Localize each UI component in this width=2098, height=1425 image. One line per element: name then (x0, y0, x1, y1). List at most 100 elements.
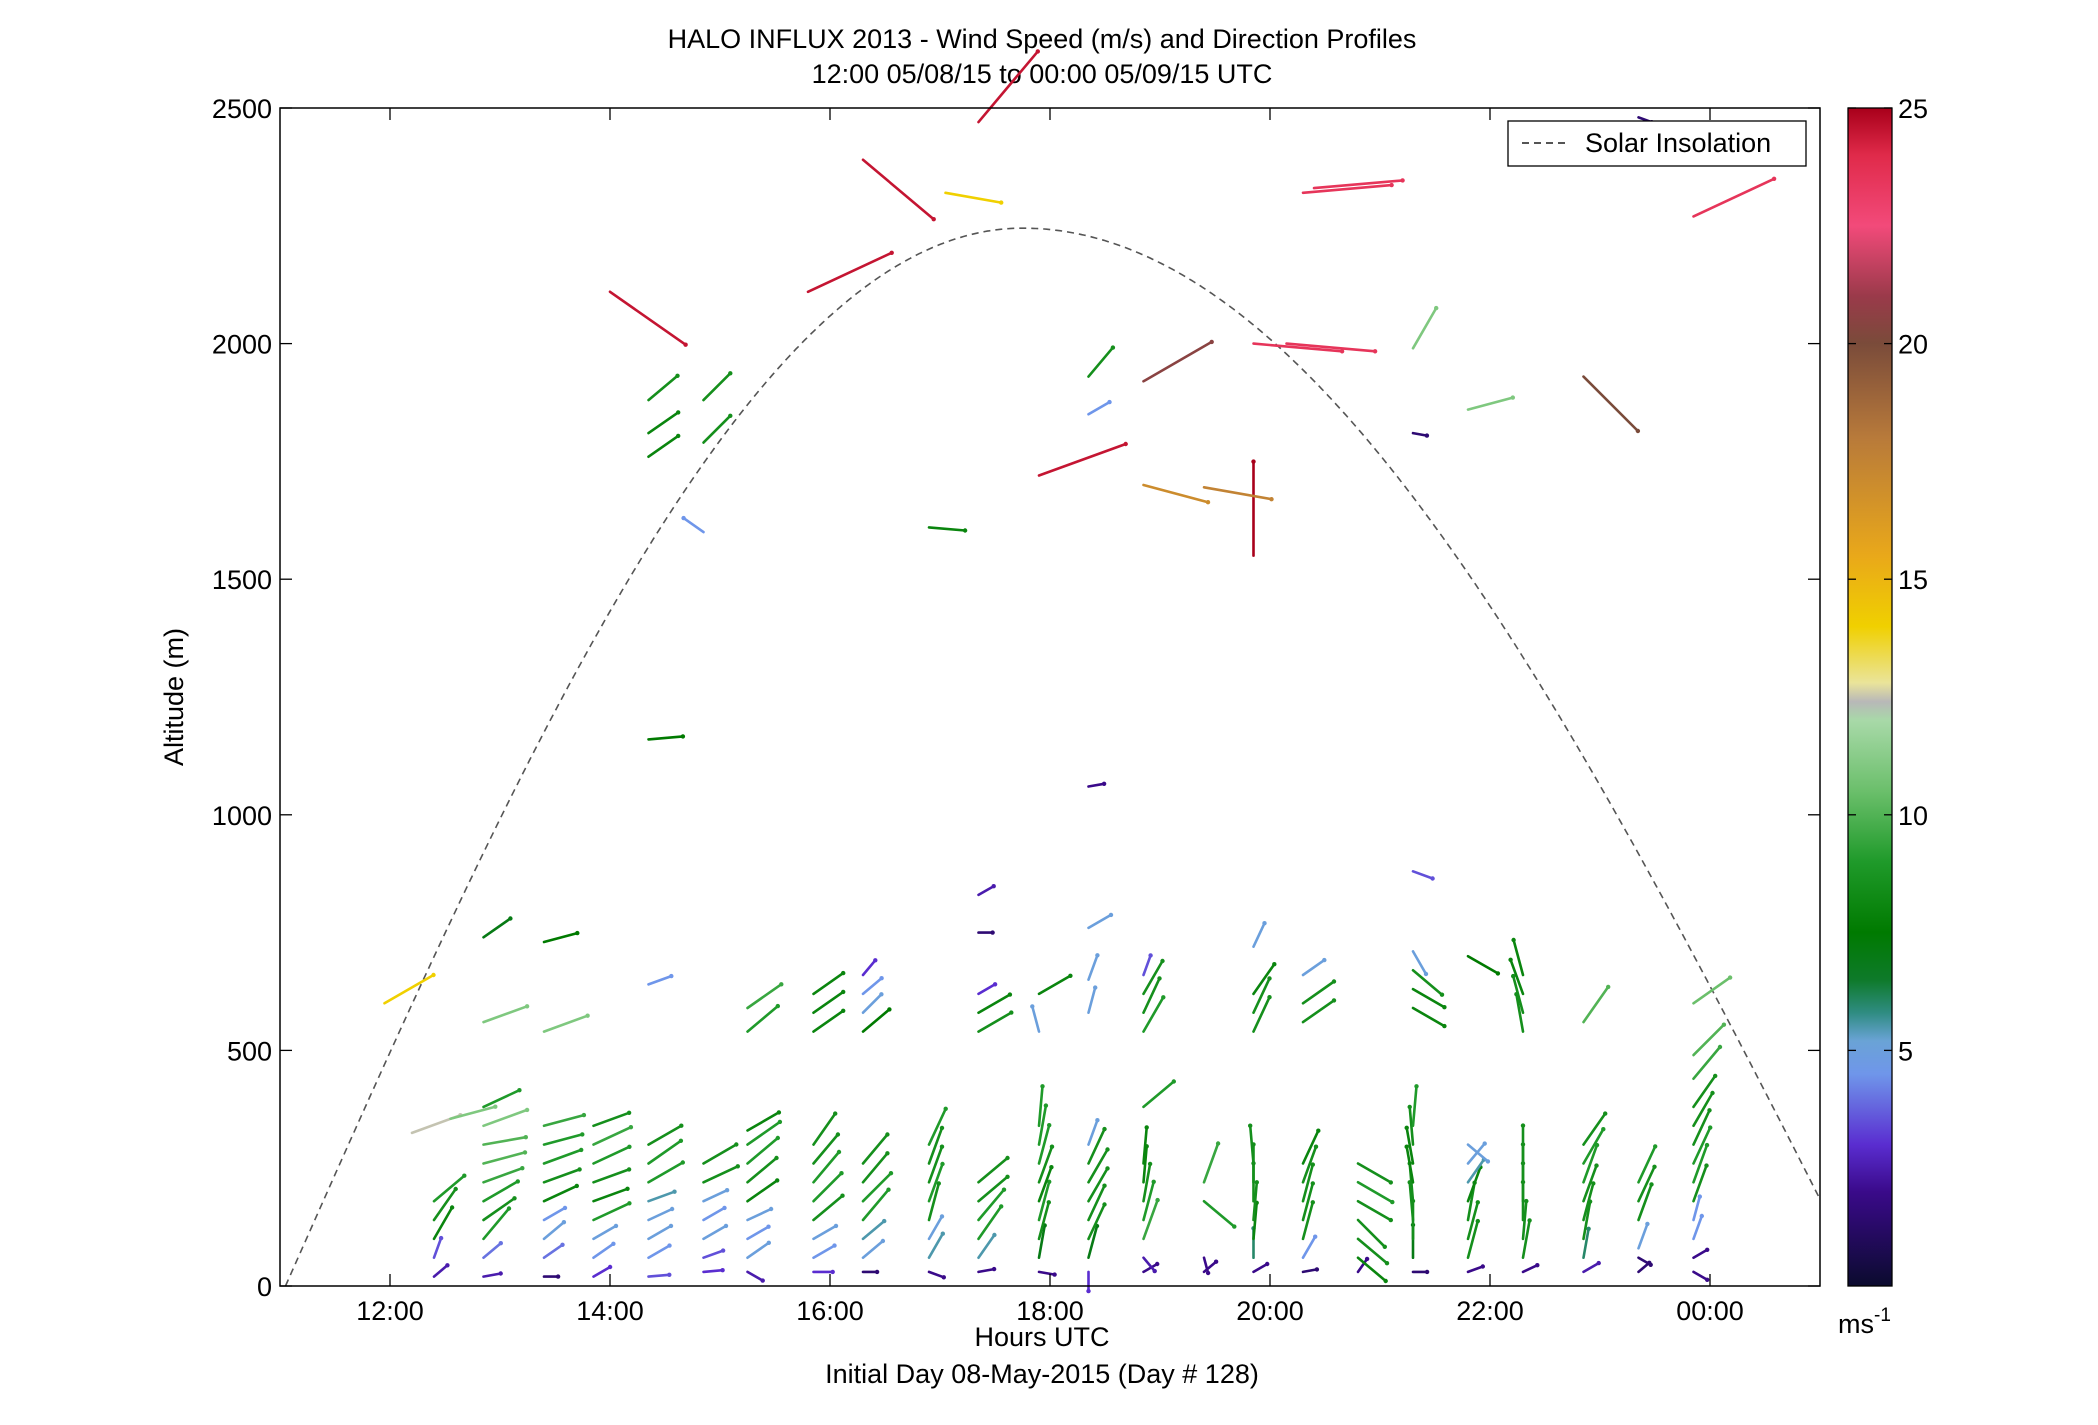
wind-vector (927, 1126, 944, 1165)
wind-vector (1521, 1219, 1531, 1259)
wind-vector (977, 982, 997, 996)
wind-vector (806, 251, 894, 294)
wind-vector (1466, 396, 1515, 411)
wind-vector (647, 1207, 674, 1222)
wind-vector-head (438, 1235, 444, 1241)
wind-vector-head (668, 1223, 674, 1229)
wind-vector (1252, 977, 1271, 1015)
wind-vector (746, 1120, 782, 1146)
wind-vector-head (683, 342, 688, 347)
wind-vector-head (680, 734, 686, 739)
wind-vector (746, 1207, 773, 1222)
wind-vector (1411, 431, 1429, 437)
wind-vector (927, 1270, 946, 1279)
wind-vector (542, 1113, 586, 1128)
wind-vector (647, 434, 680, 459)
wind-vector-head (1404, 1144, 1409, 1149)
wind-vector-head (1389, 182, 1394, 188)
wind-vector (812, 1112, 837, 1146)
wind-vector-head (562, 1205, 568, 1211)
wind-vector-head (681, 515, 686, 521)
wind-vector (1142, 483, 1210, 504)
wind-vector (432, 1206, 454, 1241)
colorbar-tick-label: 15 (1898, 565, 1928, 595)
wind-vector (1301, 980, 1336, 1005)
wind-vector (1031, 1005, 1041, 1033)
wind-vector-head (1384, 1261, 1390, 1266)
colorbar: 5 10 15 20 25 ms-1 (1838, 94, 1928, 1339)
wind-vector-head (1049, 1144, 1055, 1149)
wind-vector-head (1110, 345, 1116, 350)
wind-vector (1582, 1200, 1592, 1241)
wind-vector (432, 1187, 458, 1222)
wind-vector-head (1049, 1165, 1054, 1170)
wind-vector-head (1314, 1267, 1320, 1272)
wind-vector-head (1269, 497, 1274, 502)
wind-vector (1252, 995, 1271, 1033)
wind-vector (1202, 1256, 1210, 1275)
wind-vector-head (508, 916, 513, 921)
wind-vector-head (1105, 1147, 1110, 1152)
wind-vector-head (940, 1161, 945, 1167)
wind-vector (542, 1168, 581, 1184)
wind-vector-head (1254, 1180, 1260, 1185)
wind-vector (1087, 782, 1106, 788)
wind-vector (977, 1156, 1009, 1184)
wind-vector-head (874, 1269, 880, 1275)
wind-vector-head (1527, 1218, 1532, 1223)
wind-vector-head (669, 973, 674, 979)
wind-vector (702, 1249, 725, 1259)
wind-vector (1142, 1198, 1159, 1241)
wind-vector-head (1155, 1197, 1160, 1203)
wind-vector-head (1495, 971, 1501, 976)
wind-vector (812, 1224, 838, 1241)
wind-vector-head (1155, 1261, 1160, 1267)
wind-vector-head (990, 930, 995, 935)
wind-vector (1301, 183, 1393, 195)
wind-vector (1142, 959, 1164, 996)
wind-vector (1356, 1237, 1389, 1265)
wind-vector (1692, 1074, 1717, 1109)
wind-vector-head (835, 1132, 841, 1137)
wind-vector-head (879, 976, 884, 981)
wind-vector (542, 1133, 584, 1146)
wind-vector-head (1101, 781, 1107, 786)
wind-vector-head (1771, 176, 1777, 181)
wind-vector (1515, 992, 1525, 1033)
wind-vector (1582, 1261, 1600, 1274)
wind-vector-head (1424, 1269, 1430, 1275)
wind-vector (1301, 1145, 1318, 1184)
wind-vector (1301, 1201, 1315, 1241)
wind-vector-head (1372, 349, 1378, 354)
wind-vector (1301, 1268, 1319, 1274)
wind-vector (1202, 1199, 1236, 1228)
wind-vector (647, 1124, 683, 1146)
wind-vector (1692, 1126, 1712, 1165)
x-tick-label: 14:00 (576, 1296, 644, 1326)
wind-vector (746, 1179, 779, 1203)
wind-vector-head (1171, 1079, 1177, 1084)
wind-vector-head (943, 1106, 948, 1112)
wind-vector (542, 931, 579, 944)
wind-vector (449, 1105, 497, 1120)
wind-vector-head (1705, 1247, 1710, 1253)
wind-vector (746, 1241, 771, 1259)
wind-vector (647, 411, 680, 435)
y-axis-ticks: 0 500 1000 1500 2000 2500 (212, 94, 1820, 1302)
wind-vector (592, 1202, 631, 1222)
wind-vector (1037, 442, 1127, 477)
wind-vector-head (680, 1160, 685, 1165)
wind-vector (1248, 1124, 1255, 1165)
wind-vector (812, 1171, 843, 1203)
wind-vector (1692, 1143, 1709, 1184)
wind-vector (1037, 1165, 1053, 1203)
wind-vector-head (1707, 1108, 1712, 1113)
wind-vector (482, 1197, 516, 1222)
wind-vector-head (1653, 1144, 1658, 1149)
wind-vector (812, 1150, 841, 1184)
wind-vector (647, 1224, 673, 1241)
wind-vector (1087, 1224, 1099, 1259)
wind-vector (1521, 1199, 1528, 1241)
wind-vector-head (575, 930, 580, 936)
wind-vector-head (1313, 1234, 1318, 1239)
